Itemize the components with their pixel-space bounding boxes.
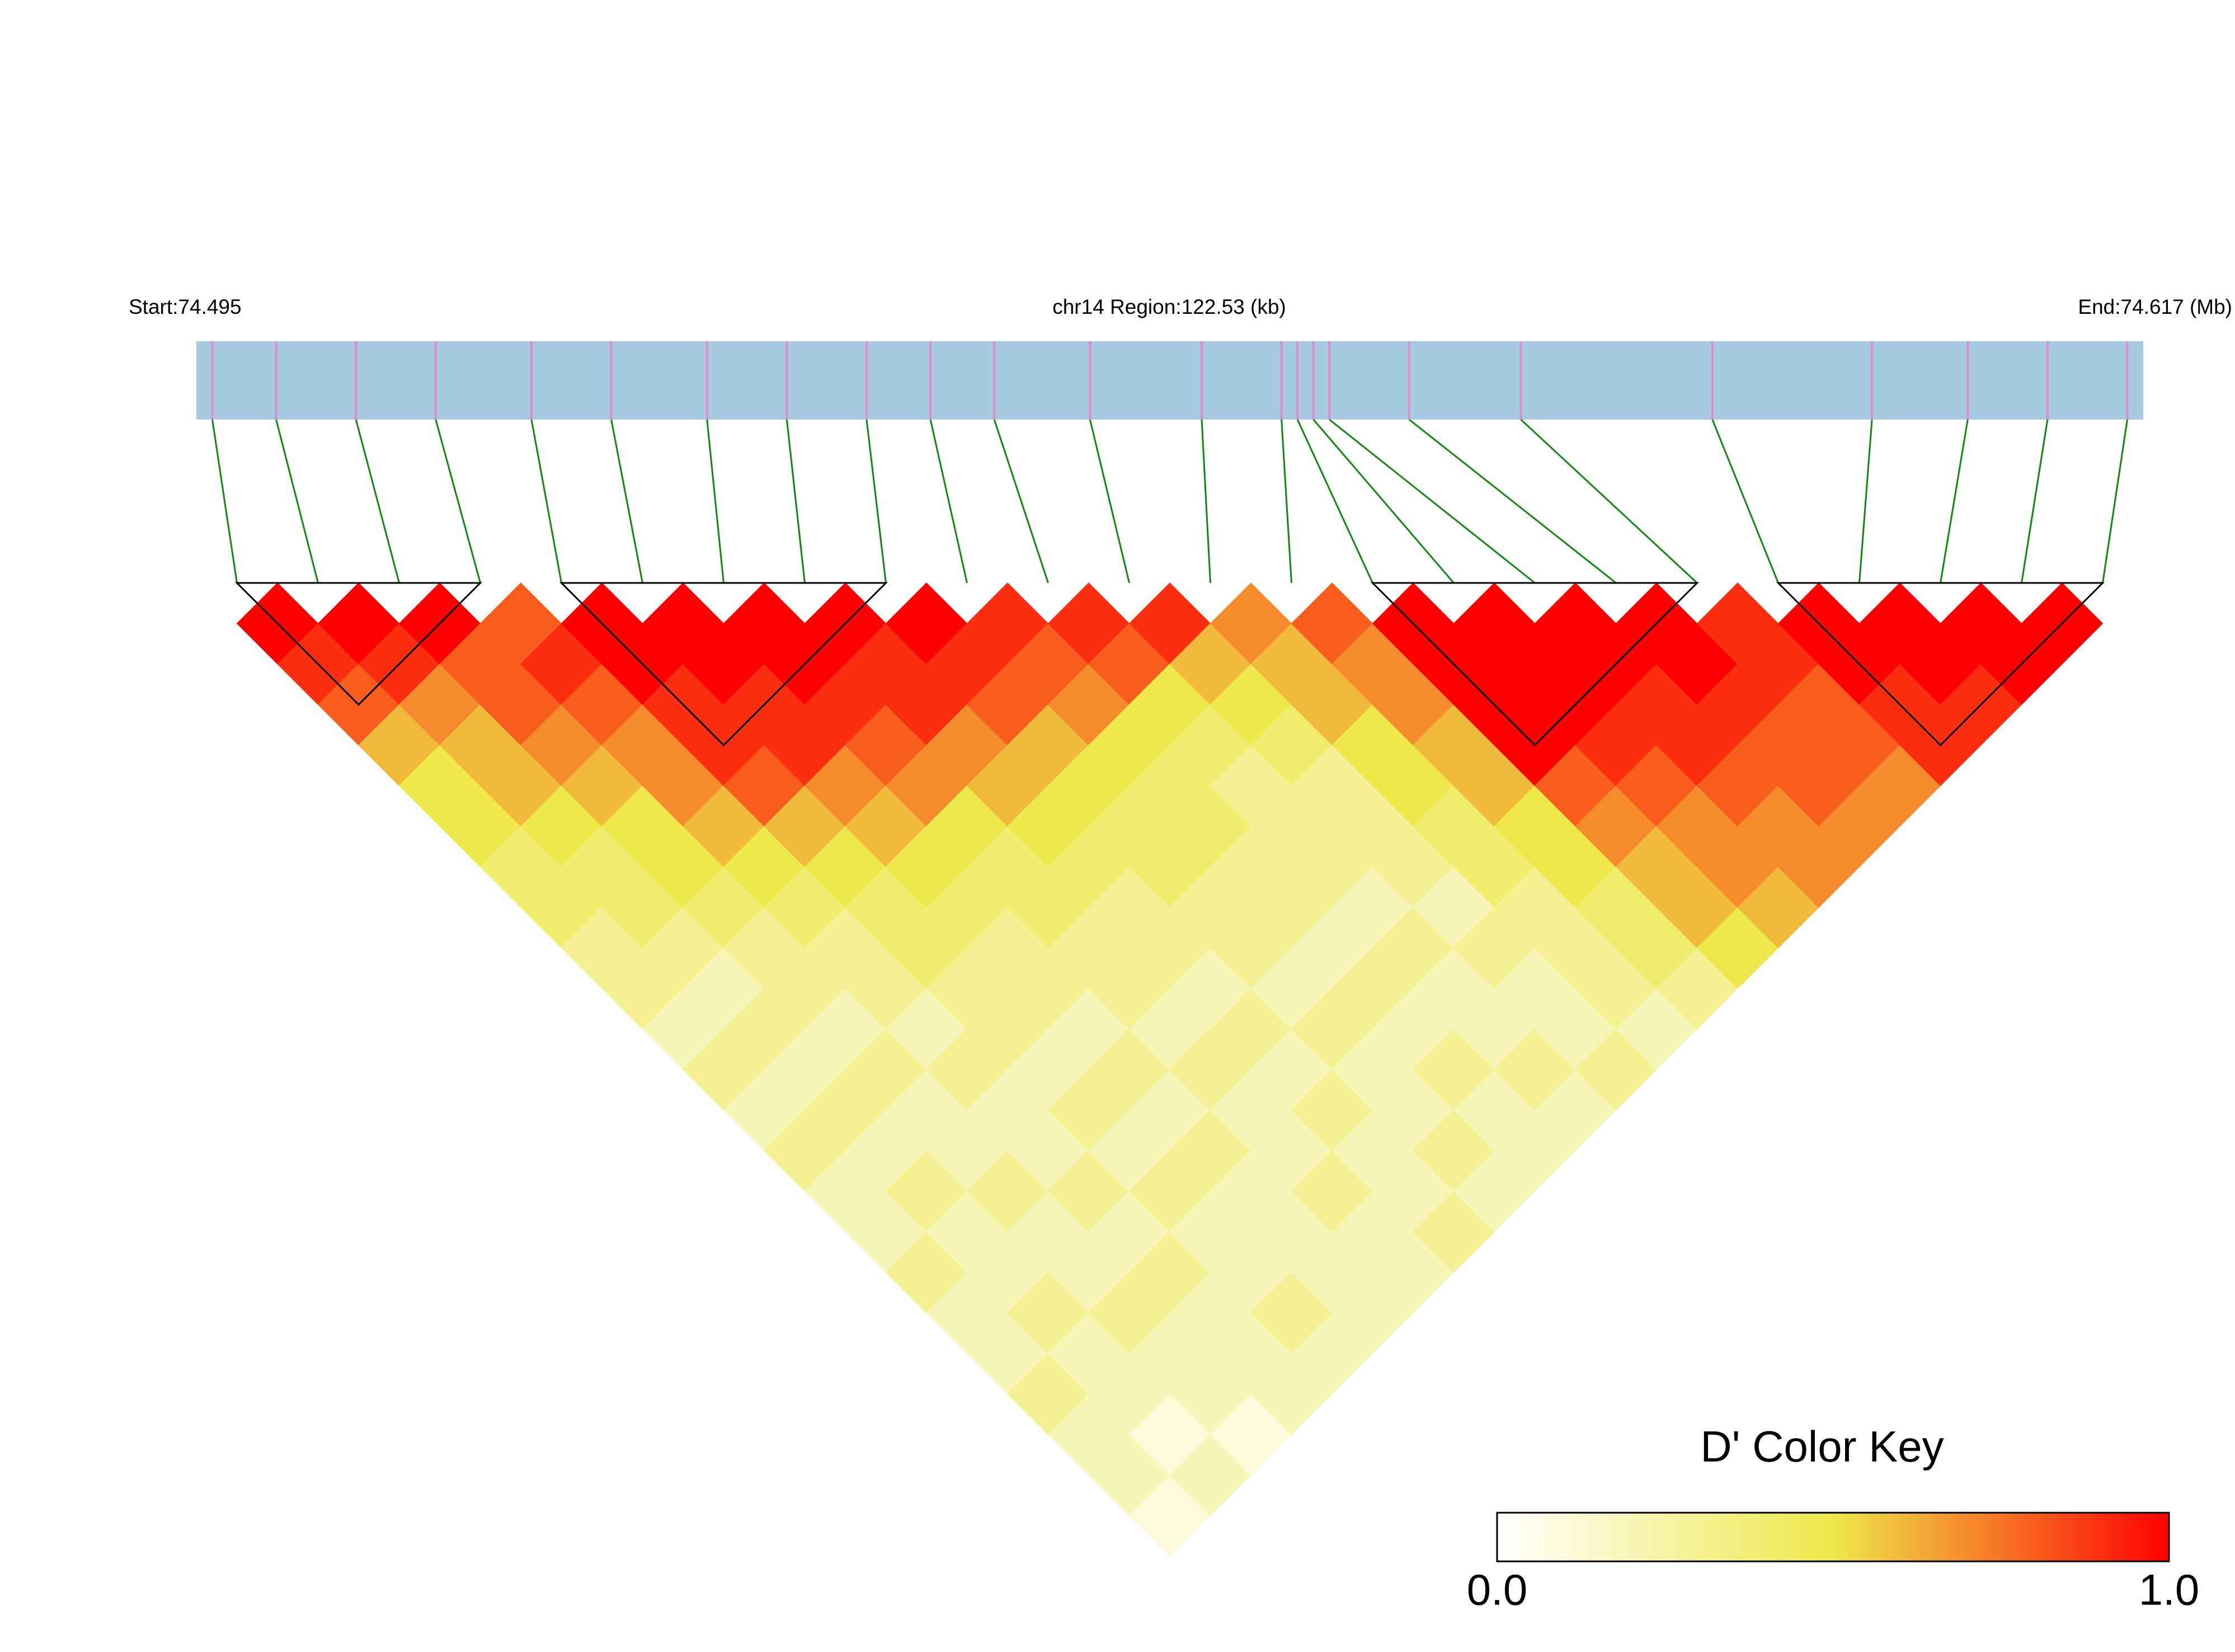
snp-link — [865, 419, 887, 583]
snp-link — [530, 419, 562, 583]
color-key — [1496, 1512, 2170, 1562]
start-label: Start:74.495 — [129, 295, 242, 318]
snp-link — [1520, 418, 1698, 584]
ld-block — [234, 582, 483, 706]
snp-link — [706, 419, 724, 583]
snp-link — [1296, 419, 1373, 583]
snp-link — [610, 419, 643, 583]
color-key-tick-label: 1.0 — [2139, 1565, 2199, 1615]
snp-link — [2102, 419, 2128, 583]
region-bar — [196, 341, 2143, 420]
snp-link — [929, 419, 968, 583]
snp-link — [1312, 419, 1455, 583]
region-label: chr14 Region:122.53 (kb) — [1052, 295, 1286, 318]
ld-block — [1776, 582, 2105, 747]
snp-link — [355, 419, 400, 583]
color-key-title: D' Color Key — [1700, 1422, 1944, 1471]
snp-link — [435, 419, 481, 583]
snp-link — [785, 419, 806, 583]
snp-link — [1408, 418, 1617, 584]
snp-link — [1089, 419, 1130, 583]
ld-block — [1370, 582, 1700, 747]
snp-link — [1201, 419, 1211, 583]
ld-block — [559, 582, 888, 747]
color-key-tick-label: 0.0 — [1467, 1565, 1527, 1615]
snp-link — [1858, 419, 1873, 583]
snp-link — [1329, 418, 1536, 584]
end-label: End:74.617 (Mb) — [2078, 295, 2232, 318]
snp-link — [1281, 419, 1292, 583]
snp-link — [993, 419, 1049, 583]
snp-link — [211, 419, 238, 583]
snp-link — [2021, 419, 2049, 583]
snp-link — [1711, 419, 1779, 583]
snp-link — [275, 419, 319, 583]
snp-link — [1940, 419, 1969, 583]
